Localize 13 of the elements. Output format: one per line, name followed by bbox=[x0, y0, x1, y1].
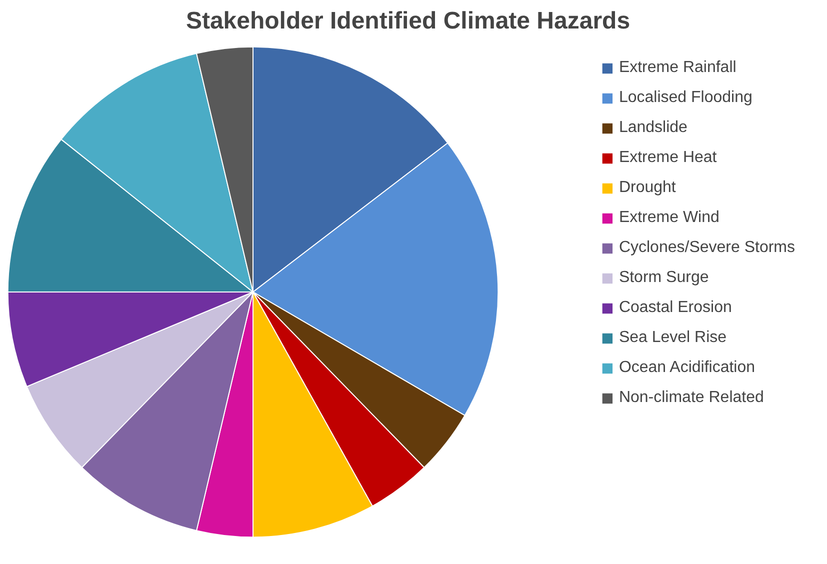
legend-label: Sea Level Rise bbox=[618, 329, 727, 347]
legend-label: Non-climate Related bbox=[618, 389, 764, 407]
legend-label: Extreme Heat bbox=[618, 149, 717, 167]
legend-label: Extreme Rainfall bbox=[618, 59, 736, 77]
legend-label: Ocean Acidification bbox=[618, 359, 756, 377]
legend-label: Storm Surge bbox=[618, 269, 709, 287]
chart-title: Stakeholder Identified Climate Hazards bbox=[186, 8, 630, 34]
legend-label: Extreme Wind bbox=[618, 209, 720, 227]
legend-label: Landslide bbox=[618, 119, 688, 137]
legend-label: Coastal Erosion bbox=[618, 299, 732, 317]
legend-label: Localised Flooding bbox=[618, 89, 752, 107]
legend-label: Cyclones/Severe Storms bbox=[618, 239, 795, 257]
legend-label: Drought bbox=[618, 179, 676, 197]
